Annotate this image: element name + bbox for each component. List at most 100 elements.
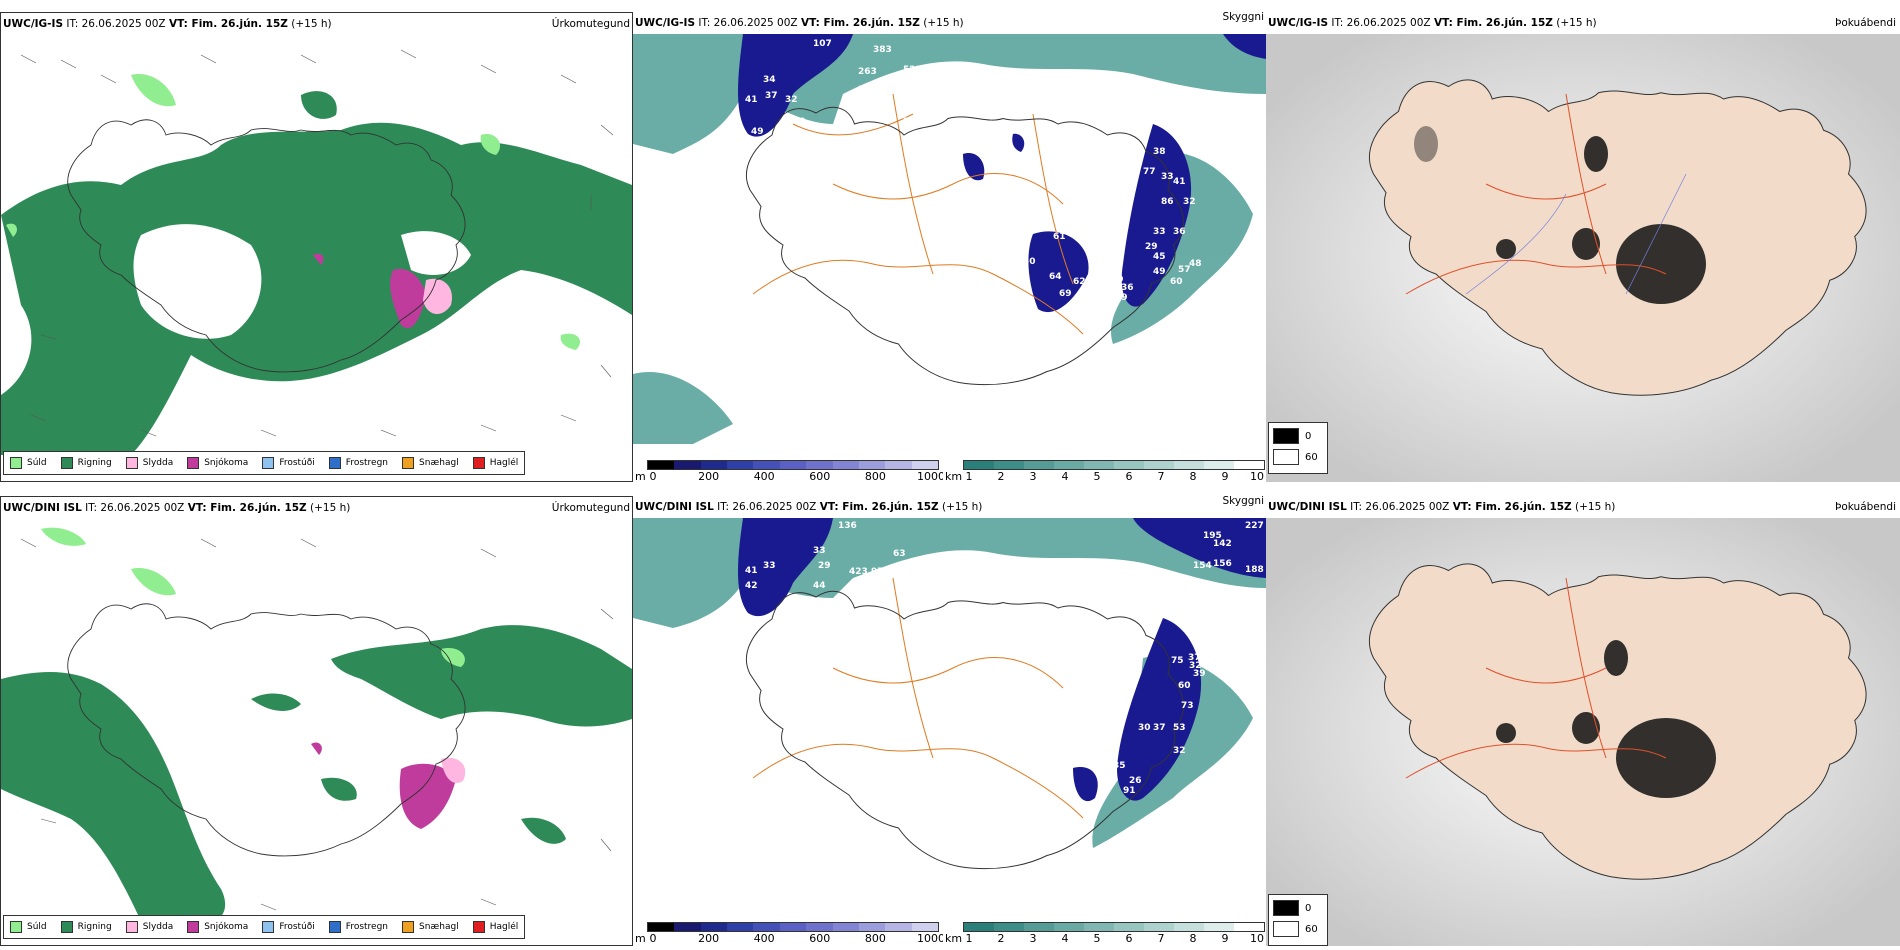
- legend-swatch: [402, 921, 415, 933]
- model-label: UWC/IG-IS: [3, 18, 64, 30]
- cloud-base-value: 38: [1153, 147, 1166, 157]
- legend-swatch: [10, 921, 22, 933]
- cloud-base-value: 57: [1178, 265, 1191, 275]
- fog-map: [1266, 518, 1900, 946]
- colorbar-tick: 400: [753, 932, 775, 945]
- init-time: IT: 26.06.2025 00Z: [66, 18, 166, 30]
- legend-swatch: [1273, 900, 1299, 916]
- legend-label: Súld: [27, 458, 47, 468]
- colorbar-tick: 5: [1093, 470, 1101, 482]
- cloud-base-value: 73: [1181, 701, 1194, 711]
- cloud-base-value: 188: [1245, 565, 1264, 575]
- valid-time: VT: Fim. 26.jún. 15Z: [187, 502, 307, 514]
- colorbar-tick: 0: [649, 470, 657, 482]
- panel-fog-igis: UWC/IG-IS IT: 26.06.2025 00Z VT: Fim. 26…: [1266, 12, 1900, 482]
- panel-header: UWC/DINI ISL IT: 26.06.2025 00Z VT: Fim.…: [633, 496, 1266, 518]
- panel-header: UWC/DINI ISL IT: 26.06.2025 00Z VT: Fim.…: [1266, 496, 1900, 518]
- colorbar-tick: 3: [1029, 932, 1037, 945]
- colorbar-segment: [832, 461, 859, 469]
- legend-label: Snjókoma: [204, 922, 249, 932]
- legend-swatch: [1273, 449, 1299, 465]
- cloud-base-value: 86: [1161, 197, 1174, 207]
- colorbar-tick: 2: [997, 470, 1005, 482]
- cloud-base-value: 37: [1188, 653, 1201, 663]
- colorbar-tick: 7: [1157, 932, 1165, 945]
- legend-swatch: [262, 921, 275, 933]
- colorbar-tick: 4: [1061, 470, 1069, 482]
- legend-label: Haglél: [489, 458, 519, 468]
- valid-time: VT: Fim. 26.jún. 15Z: [168, 18, 288, 30]
- cloud-base-value: 97: [871, 567, 884, 577]
- legend-swatch: [262, 457, 275, 469]
- cloud-base-value: 36: [1121, 283, 1134, 293]
- legend-label: 60: [1305, 923, 1318, 935]
- valid-time: VT: Fim. 26.jún. 15Z: [1452, 501, 1572, 513]
- legend-swatch: [1273, 428, 1299, 444]
- visibility-colorbar: km 1 2 3 4 5 6 7 8 9 10: [943, 922, 1266, 945]
- lead-time: (+15 h): [923, 17, 964, 29]
- iceland-outline: [67, 119, 466, 373]
- colorbar-segment: [648, 923, 675, 931]
- visibility-map: 107 263 383 523 34 41 37 32 40 49 22 264 50 61 64 69 62 3…: [633, 34, 1266, 444]
- colorbar-segment: [832, 923, 859, 931]
- init-time: IT: 26.06.2025 00Z: [698, 17, 798, 29]
- colorbar-segment: [1204, 923, 1234, 931]
- ptype-legend: Súld Rigning Slydda Snjókoma Frostúði Fr…: [3, 915, 526, 939]
- legend-swatch: [402, 457, 415, 469]
- colorbar-segment: [753, 923, 780, 931]
- cloud-base-value: 41: [1173, 177, 1186, 187]
- cloud-base-value: 53: [1173, 723, 1186, 733]
- visibility-unit: km: [945, 932, 963, 945]
- cloud-base-value: 40: [793, 117, 806, 127]
- panel-title: Úrkomutegund: [551, 502, 630, 514]
- fog-legend: 0 60: [1268, 422, 1328, 474]
- colorbar-segment: [753, 461, 780, 469]
- panel-visibility-igis: UWC/IG-IS IT: 26.06.2025 00Z VT: Fim. 26…: [633, 12, 1266, 482]
- lead-time: (+15 h): [942, 501, 983, 513]
- colorbar-segment: [885, 923, 912, 931]
- colorbar-tick: 400: [753, 470, 775, 482]
- cloud-base-value: 136: [838, 521, 857, 531]
- cloud-base-value: 60: [1178, 681, 1191, 691]
- init-time: IT: 26.06.2025 00Z: [717, 501, 817, 513]
- wind-barbs: [20, 49, 614, 437]
- cloud-base-value: 37: [765, 91, 778, 101]
- cloud-base-value: 142: [1213, 539, 1232, 549]
- colorbar-segment: [1054, 461, 1084, 469]
- cloud-base-value: 75: [1171, 656, 1184, 666]
- colorbar-segment: [858, 461, 886, 469]
- ptype-map: [1, 519, 632, 921]
- cloud-base-value: 45: [1153, 252, 1166, 262]
- colorbar-segment: [1204, 461, 1234, 469]
- cloud-base-value: 39: [849, 392, 862, 402]
- colorbar-segment: [1114, 923, 1144, 931]
- panel-header: UWC/IG-IS IT: 26.06.2025 00Z VT: Fim. 26…: [633, 12, 1266, 34]
- colorbar-segment: [700, 461, 728, 469]
- cloud-base-value: 52: [853, 357, 866, 367]
- visibility-bar: [963, 460, 1265, 470]
- colorbar-tick: 800: [864, 932, 886, 945]
- panel-ptype-dini: UWC/DINI ISL IT: 26.06.2025 00Z VT: Fim.…: [0, 496, 633, 946]
- colorbar-tick: 8: [1189, 470, 1197, 482]
- legend-label: Frostregn: [345, 458, 389, 468]
- valid-time: VT: Fim. 26.jún. 15Z: [1433, 17, 1553, 29]
- cloud-base-value: 62: [1073, 277, 1086, 287]
- colorbar-segment: [885, 461, 912, 469]
- legend-swatch: [1273, 921, 1299, 937]
- legend-swatch: [10, 457, 22, 469]
- panel-ptype-igis: UWC/IG-IS IT: 26.06.2025 00Z VT: Fim. 26…: [0, 12, 633, 482]
- legend-swatch: [125, 921, 138, 933]
- colorbar-tick: 1: [965, 932, 973, 945]
- legend-swatch: [187, 457, 200, 469]
- cloud-base-value: 39: [1193, 669, 1206, 679]
- cloud-base-value: 41: [745, 95, 758, 105]
- panel-title: Skyggni: [1222, 496, 1265, 507]
- cloud-base-value: 29: [818, 561, 831, 571]
- legend-label: 0: [1305, 902, 1312, 914]
- colorbar-tick: 0: [649, 932, 657, 945]
- cloud-base-value: 34: [763, 75, 776, 85]
- colorbar-segment: [1174, 923, 1204, 931]
- height-unit: m: [635, 932, 646, 945]
- colorbar-segment: [1024, 923, 1054, 931]
